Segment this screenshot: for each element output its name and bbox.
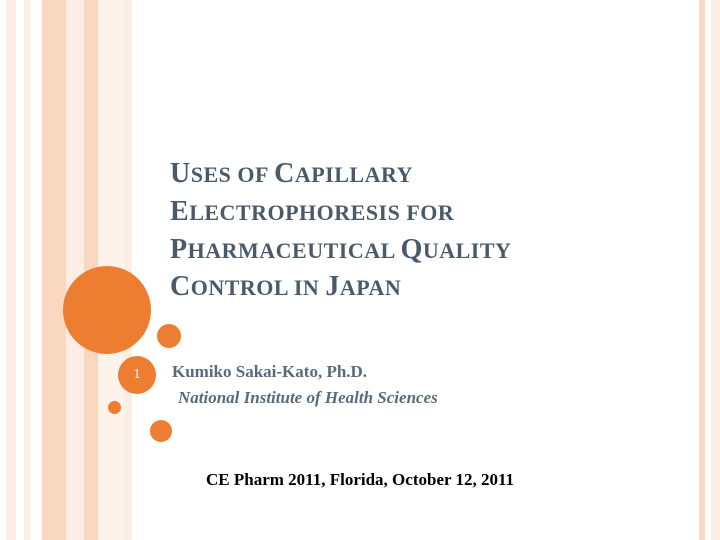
decor-circle-tiny	[108, 401, 121, 414]
decor-circle-large	[63, 266, 151, 354]
stripe	[30, 0, 42, 540]
stripe	[42, 0, 66, 540]
stripe	[711, 0, 720, 540]
slide-title: USES OF CAPILLARYELECTROPHORESIS FORPHAR…	[170, 155, 650, 306]
author-affiliation: National Institute of Health Sciences	[178, 388, 438, 408]
stripe	[16, 0, 24, 540]
stripe	[6, 0, 16, 540]
stripe	[66, 0, 84, 540]
decor-circle-small-2	[150, 420, 172, 442]
decor-circle-small-1	[157, 324, 181, 348]
event-footer: CE Pharm 2011, Florida, October 12, 2011	[206, 470, 514, 490]
author-name: Kumiko Sakai-Kato, Ph.D.	[172, 362, 367, 382]
page-number-badge: 1	[118, 356, 156, 394]
